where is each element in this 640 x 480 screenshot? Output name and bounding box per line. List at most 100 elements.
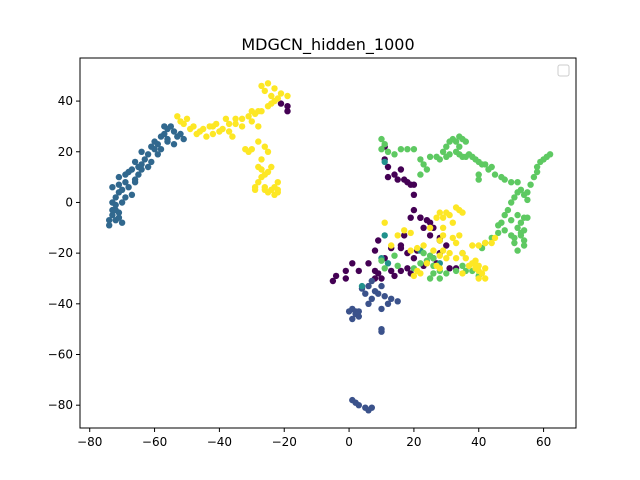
scatter-point [391, 151, 398, 158]
scatter-point [381, 141, 388, 148]
scatter-point [144, 151, 152, 158]
scatter-point [407, 214, 414, 221]
scatter-point [472, 156, 479, 163]
scatter-point [388, 295, 395, 302]
scatter-point [115, 214, 123, 221]
scatter-point [115, 173, 123, 181]
scatter-point [284, 103, 291, 110]
axes-frame [79, 57, 577, 429]
scatter-point [170, 128, 178, 135]
scatter-point [420, 249, 427, 257]
scatter-point [232, 120, 239, 128]
scatter-point [157, 146, 165, 153]
scatter-point [410, 191, 418, 198]
scatter-point [439, 232, 447, 239]
scatter-point [417, 260, 424, 267]
scatter-point [170, 141, 178, 148]
scatter-point [154, 151, 161, 158]
scatter-point [475, 275, 482, 282]
chart-title: MDGCN_hidden_1000 [241, 35, 414, 55]
scatter-point [407, 229, 414, 237]
scatter-point [443, 143, 450, 150]
scatter-point [332, 272, 340, 280]
y-tick-label: −20 [48, 246, 73, 260]
scatter-point [524, 196, 531, 204]
scatter-point [391, 171, 398, 178]
scatter-point [183, 115, 191, 123]
scatter-point [384, 300, 392, 307]
y-tick-label: −80 [48, 398, 73, 412]
scatter-point [420, 161, 427, 168]
scatter-point [446, 211, 453, 219]
scatter-point [472, 257, 479, 264]
scatter-point [264, 168, 272, 176]
scatter-point [462, 138, 469, 145]
scatter-point [546, 151, 554, 158]
scatter-point [125, 168, 132, 176]
scatter-point [151, 146, 158, 153]
scatter-point [410, 206, 418, 214]
scatter-point [365, 282, 372, 290]
scatter-point [255, 123, 262, 130]
scatter-point [329, 277, 337, 285]
scatter-point [128, 191, 136, 198]
scatter-point [504, 206, 512, 214]
scatter-point [271, 85, 278, 92]
scatter-point [261, 143, 268, 150]
scatter-point [261, 186, 268, 193]
scatter-point [248, 118, 255, 125]
scatter-point [355, 308, 362, 315]
x-tick-label: −80 [77, 435, 102, 449]
scatter-point [482, 239, 489, 247]
y-tick-label: 40 [58, 94, 73, 108]
scatter-point [106, 222, 113, 229]
scatter-point [274, 179, 281, 186]
scatter-point [381, 219, 388, 226]
scatter-point [495, 222, 502, 229]
scatter-point [277, 90, 285, 97]
scatter-point [378, 328, 385, 335]
scatter-point [222, 115, 230, 123]
scatter-point [527, 181, 534, 188]
scatter-point [180, 135, 187, 143]
scatter-point [378, 257, 385, 264]
scatter-point [264, 80, 272, 87]
scatter-point [131, 176, 139, 183]
scatter-point [401, 232, 408, 239]
scatter-point [436, 209, 443, 216]
scatter-point [524, 189, 531, 196]
scatter-point [258, 166, 265, 173]
scatter-point [258, 82, 265, 90]
scatter-point [122, 179, 129, 186]
scatter-point [349, 260, 356, 267]
scatter-point [439, 224, 447, 231]
scatter-point [161, 130, 168, 138]
scatter-point [209, 130, 217, 138]
scatter-point [245, 113, 252, 120]
scatter-point [118, 199, 126, 206]
scatter-point [475, 242, 482, 249]
scatter-point [475, 176, 482, 183]
scatter-point [371, 247, 379, 254]
scatter-point [167, 123, 174, 130]
scatter-point [397, 146, 405, 153]
scatter-point [258, 156, 265, 163]
scatter-point [148, 158, 155, 166]
scatter-point [394, 298, 401, 305]
scatter-point [251, 186, 259, 193]
scatter-point [426, 232, 434, 239]
y-tick-label: 20 [58, 145, 73, 159]
scatter-point [465, 151, 473, 158]
scatter-point [459, 262, 466, 269]
scatter-point [274, 189, 281, 196]
scatter-point [514, 189, 521, 196]
scatter-point [433, 262, 440, 269]
scatter-point [118, 186, 126, 193]
scatter-point [436, 275, 443, 282]
x-tick-label: 0 [345, 435, 353, 449]
scatter-point [378, 275, 385, 282]
scatter-point [209, 123, 217, 130]
scatter-point [112, 206, 119, 214]
scatter-point [397, 166, 405, 173]
